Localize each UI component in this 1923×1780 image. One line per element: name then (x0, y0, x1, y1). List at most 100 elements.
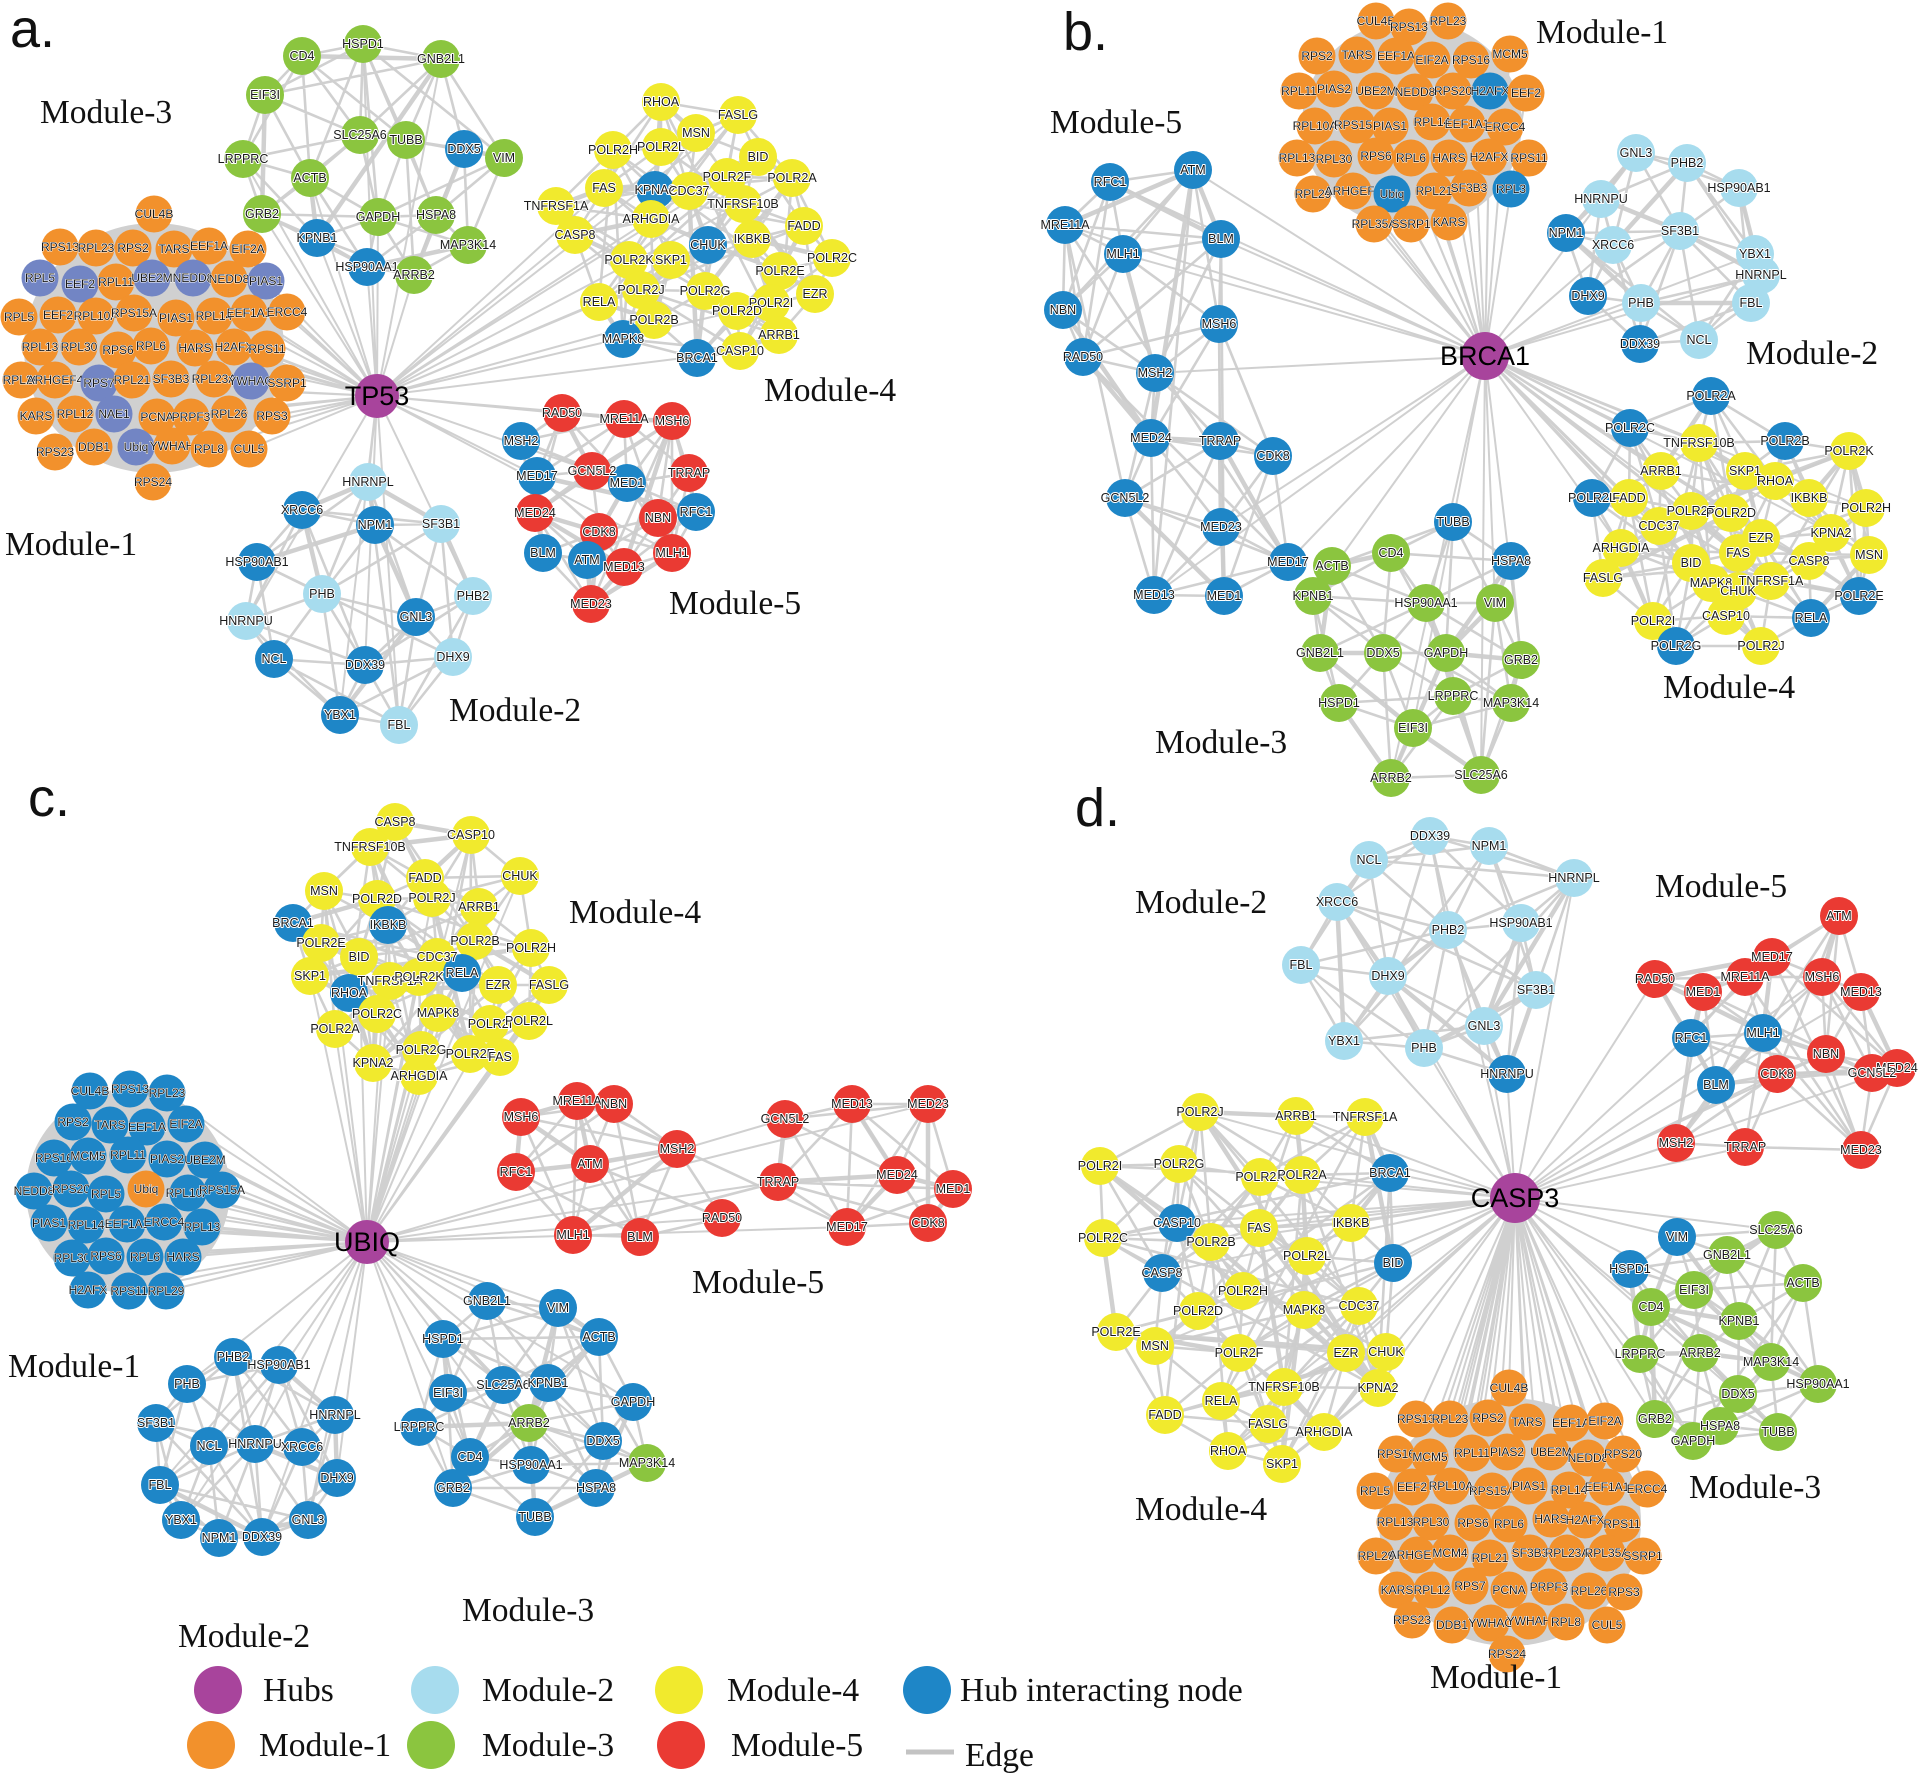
svg-text:RPL6: RPL6 (136, 339, 166, 353)
svg-text:HSPD1: HSPD1 (422, 1332, 464, 1346)
svg-text:RPL6: RPL6 (1494, 1517, 1524, 1531)
svg-text:RAD50: RAD50 (542, 406, 582, 420)
svg-text:RPS15A: RPS15A (111, 306, 157, 320)
svg-text:CDK8: CDK8 (582, 525, 615, 539)
svg-text:DDX5: DDX5 (1366, 646, 1399, 660)
svg-text:NBN: NBN (601, 1097, 627, 1111)
svg-text:RPL30: RPL30 (54, 1251, 91, 1265)
svg-text:RPS13: RPS13 (111, 1082, 149, 1096)
svg-text:YWHAG: YWHAG (228, 374, 273, 388)
svg-text:GAPDH: GAPDH (356, 210, 400, 224)
svg-text:NEDD8: NEDD8 (209, 272, 250, 286)
svg-text:GRB2: GRB2 (436, 1481, 470, 1495)
svg-text:FAS: FAS (592, 181, 616, 195)
svg-text:Module-1: Module-1 (1430, 1659, 1562, 1696)
svg-text:MCM5: MCM5 (1492, 47, 1528, 61)
svg-text:RPL5: RPL5 (91, 1187, 121, 1201)
svg-text:RPS16: RPS16 (35, 1151, 73, 1165)
svg-text:RPL12: RPL12 (57, 407, 94, 421)
svg-text:SLC25A6: SLC25A6 (476, 1378, 530, 1392)
svg-text:SF3B3: SF3B3 (153, 372, 190, 386)
svg-text:RPL11: RPL11 (98, 275, 134, 289)
svg-text:BRCA1: BRCA1 (272, 916, 314, 930)
svg-text:HSP90AA1: HSP90AA1 (499, 1458, 562, 1472)
svg-text:POLR2K: POLR2K (604, 253, 654, 267)
svg-text:EEF1A1: EEF1A1 (105, 1217, 150, 1231)
svg-text:SSRP1: SSRP1 (1391, 217, 1431, 231)
svg-text:POLR2F: POLR2F (1215, 1346, 1264, 1360)
svg-text:Module-2: Module-2 (1135, 884, 1267, 921)
svg-text:IKBKB: IKBKB (1791, 491, 1828, 505)
svg-text:CD4: CD4 (457, 1450, 482, 1464)
svg-text:EEF2: EEF2 (1397, 1480, 1427, 1494)
svg-text:GCN5L2: GCN5L2 (1101, 491, 1150, 505)
svg-text:MED13: MED13 (1133, 588, 1175, 602)
svg-text:RAD50: RAD50 (702, 1211, 742, 1225)
svg-text:NPM1: NPM1 (202, 1531, 237, 1545)
svg-text:RPL35A: RPL35A (1352, 217, 1397, 231)
svg-text:RPL35A: RPL35A (1585, 1546, 1630, 1560)
svg-text:POLR2I: POLR2I (1631, 614, 1675, 628)
svg-text:HSPA8: HSPA8 (416, 208, 456, 222)
svg-text:Ubiq: Ubiq (124, 440, 149, 454)
svg-text:RPS20: RPS20 (1434, 84, 1472, 98)
svg-text:ARRB2: ARRB2 (1679, 1346, 1721, 1360)
svg-text:BRCA1: BRCA1 (1369, 1166, 1411, 1180)
svg-text:GCN5L2: GCN5L2 (761, 1112, 810, 1126)
svg-text:POLR2G: POLR2G (1651, 639, 1702, 653)
svg-text:HSPD1: HSPD1 (342, 37, 384, 51)
svg-text:MRE11A: MRE11A (1040, 218, 1090, 232)
svg-text:TRRAP: TRRAP (1724, 1140, 1766, 1154)
svg-text:NPM1: NPM1 (358, 518, 393, 532)
svg-text:ARRB2: ARRB2 (1370, 771, 1412, 785)
svg-text:H2AFX: H2AFX (69, 1283, 108, 1297)
svg-text:RPL23A: RPL23A (192, 372, 237, 386)
svg-text:Module-5: Module-5 (1050, 104, 1182, 141)
svg-text:RPS6: RPS6 (1457, 1516, 1489, 1530)
svg-text:GNB2L1: GNB2L1 (417, 52, 465, 66)
svg-text:HSP90AA1: HSP90AA1 (1786, 1377, 1849, 1391)
svg-text:TUBB: TUBB (389, 133, 422, 147)
svg-text:POLR2L: POLR2L (1283, 1249, 1331, 1263)
svg-text:RPL21: RPL21 (1472, 1551, 1509, 1565)
svg-text:RPS23: RPS23 (1393, 1613, 1431, 1627)
svg-text:FAS: FAS (1726, 546, 1750, 560)
svg-text:CUL4B: CUL4B (71, 1084, 110, 1098)
svg-text:POLR2J: POLR2J (408, 891, 455, 905)
svg-text:SKP1: SKP1 (1266, 1457, 1298, 1471)
svg-text:RPL23A: RPL23A (1545, 1546, 1590, 1560)
svg-text:EZR: EZR (486, 978, 511, 992)
svg-text:Module-4: Module-4 (1663, 669, 1795, 706)
svg-text:LRPPRC: LRPPRC (218, 152, 269, 166)
svg-text:DDB1: DDB1 (78, 440, 110, 454)
svg-text:MLH1: MLH1 (1746, 1026, 1779, 1040)
svg-text:Module-1: Module-1 (8, 1348, 140, 1385)
svg-text:RHOA: RHOA (1210, 1444, 1247, 1458)
svg-text:CASP10: CASP10 (1702, 609, 1750, 623)
svg-text:TUBB: TUBB (1761, 1425, 1794, 1439)
svg-text:YWHAH: YWHAH (150, 439, 195, 453)
svg-text:SF3B1: SF3B1 (1661, 224, 1699, 238)
svg-text:VIM: VIM (1484, 596, 1506, 610)
svg-text:RPS15A: RPS15A (199, 1183, 245, 1197)
svg-text:c.: c. (28, 768, 70, 828)
svg-text:PIAS1: PIAS1 (32, 1216, 66, 1230)
svg-text:CASP8: CASP8 (1789, 554, 1830, 568)
svg-text:Module-5: Module-5 (692, 1264, 824, 1301)
svg-text:IKBKB: IKBKB (1333, 1216, 1370, 1230)
svg-text:POLR2I: POLR2I (1078, 1159, 1122, 1173)
svg-text:PIAS1: PIAS1 (1373, 119, 1407, 133)
svg-text:MSH6: MSH6 (1202, 317, 1237, 331)
svg-text:MRE11A: MRE11A (552, 1094, 602, 1108)
svg-text:CUL4B: CUL4B (1490, 1381, 1529, 1395)
svg-text:CUL5: CUL5 (234, 442, 265, 456)
svg-text:EIF3I: EIF3I (433, 1386, 463, 1400)
svg-text:ERCC4: ERCC4 (1627, 1482, 1668, 1496)
svg-text:HNRNPU: HNRNPU (228, 1437, 281, 1451)
svg-text:POLR2C: POLR2C (1078, 1231, 1128, 1245)
svg-text:EIF2A: EIF2A (169, 1117, 202, 1131)
svg-text:PHB2: PHB2 (1671, 156, 1704, 170)
svg-text:GCN5L2: GCN5L2 (568, 464, 617, 478)
svg-text:XRCC6: XRCC6 (281, 503, 323, 517)
svg-text:EEF1A: EEF1A (1552, 1416, 1590, 1430)
